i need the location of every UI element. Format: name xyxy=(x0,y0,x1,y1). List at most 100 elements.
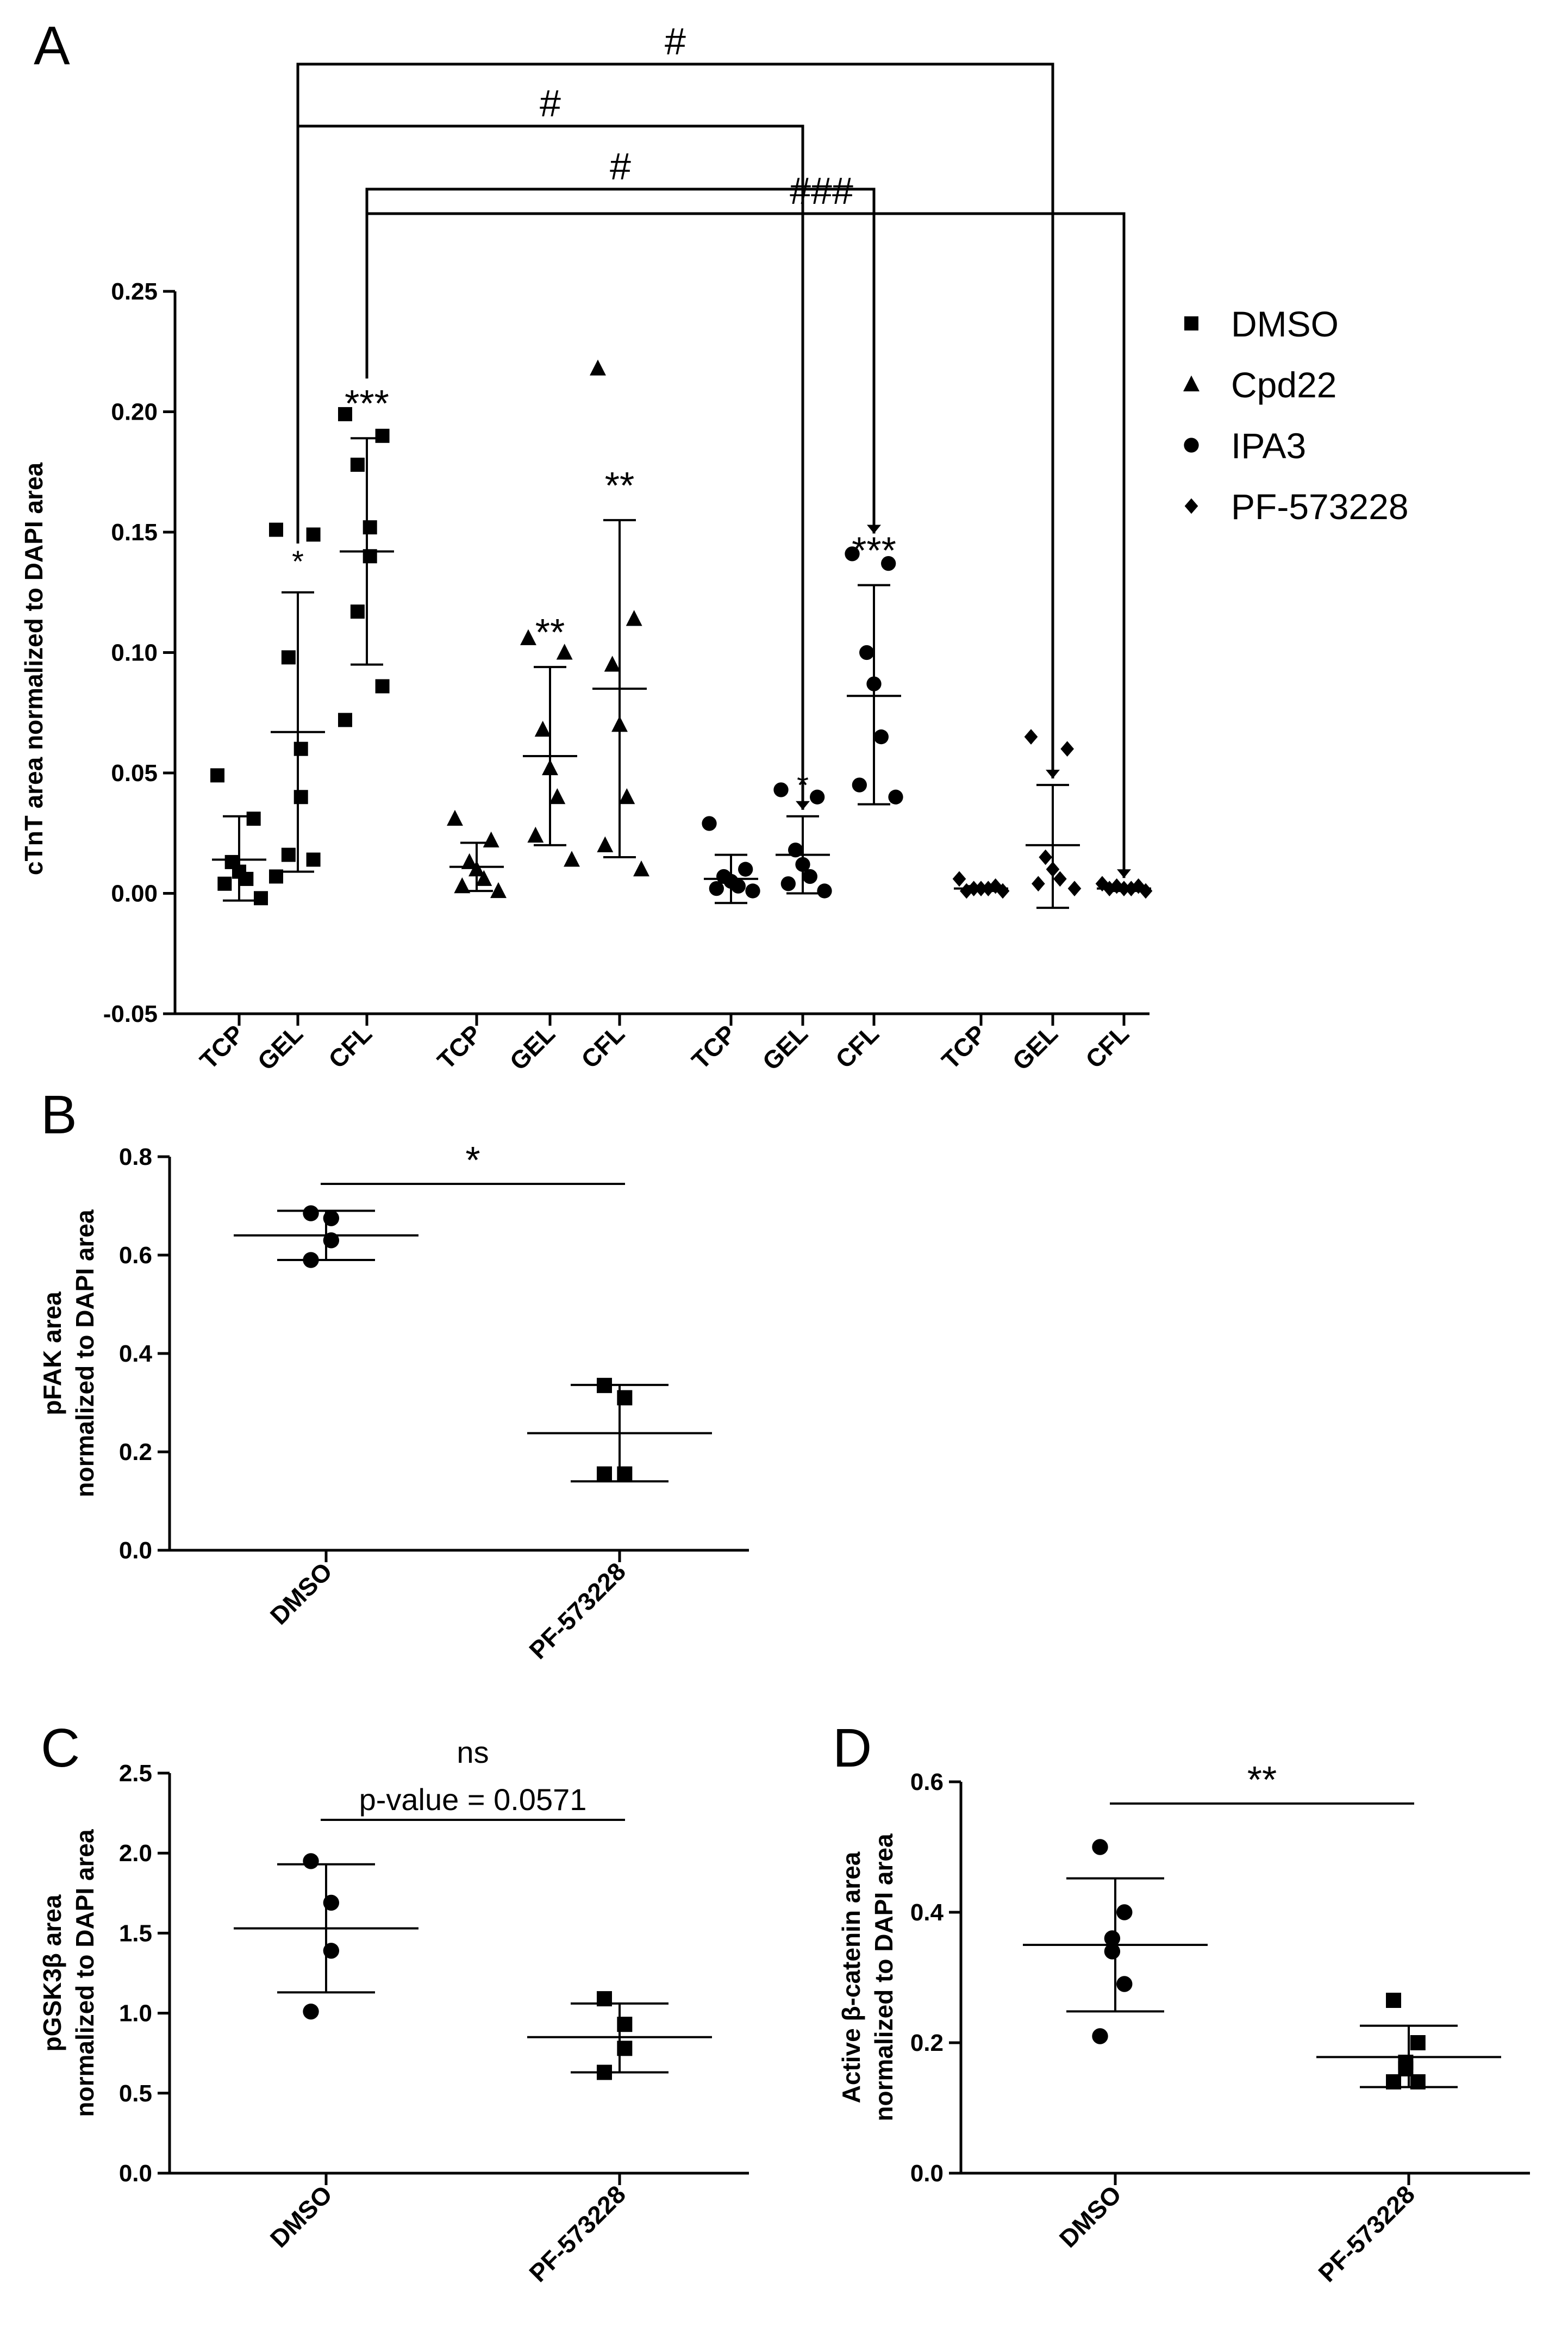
panel-a-category-label: CFL xyxy=(1080,1019,1134,1074)
panel-a-category-label: CFL xyxy=(576,1019,630,1074)
panel-a-y-tick-label: 0.25 xyxy=(111,278,158,305)
panel-a-y-tick-label: 0.00 xyxy=(111,881,158,907)
panel-a-category-label: GEL xyxy=(504,1019,560,1076)
panel-a-data-point xyxy=(281,650,296,665)
panel-d-data-point xyxy=(1386,1993,1401,2008)
panel-a-data-point xyxy=(745,883,760,899)
panel-a-data-point xyxy=(350,457,365,472)
panel-a-data-point xyxy=(527,826,544,843)
panel-a-category-label: CFL xyxy=(830,1019,884,1074)
panel-b-y-tick-label: 0.8 xyxy=(119,1144,152,1170)
panel-a-data-point xyxy=(597,836,614,852)
panel-a-data-point xyxy=(881,556,896,571)
panel-a-data-point xyxy=(996,883,1010,899)
panel-a-data-point xyxy=(293,741,308,756)
panel-d-y-tick-label: 0.2 xyxy=(910,2030,944,2056)
panel-d-y-tick-label: 0.0 xyxy=(910,2160,944,2187)
panel-a-legend-marker xyxy=(1184,498,1198,514)
panel-a-data-point xyxy=(590,359,606,376)
panel-a-data-point xyxy=(952,871,966,887)
panel-a-data-point xyxy=(738,862,753,877)
panel-letter-d: D xyxy=(833,1718,872,1779)
panel-a-comparison-bracket xyxy=(296,63,1054,779)
panel-d-data-point xyxy=(1116,1904,1133,1920)
panel-a-data-point xyxy=(269,522,283,537)
panel-a-y-tick-label: -0.05 xyxy=(103,1001,158,1027)
panel-a-category-label: GEL xyxy=(1007,1019,1063,1076)
panel-b-y-tick-label: 0.4 xyxy=(119,1340,153,1367)
panel-a-data-point xyxy=(873,729,889,745)
panel-a-data-point xyxy=(845,546,860,562)
panel-a-bracket-arrowhead xyxy=(1117,869,1131,878)
panel-c-y-tick-label: 2.0 xyxy=(119,1840,152,1867)
panel-a-data-point xyxy=(306,852,321,867)
panel-a-comparison-bracket xyxy=(296,124,804,810)
panel-a-data-point xyxy=(1139,883,1153,899)
panel-a-data-point xyxy=(338,407,352,421)
panel-a-y-tick-label: 0.15 xyxy=(111,519,158,546)
panel-d-chart: 0.0 0.2 0.4 0.6 Active β-catenin area normali… xyxy=(837,1758,1530,2287)
panel-a-significance-label: * xyxy=(292,544,304,578)
panel-a-data-point xyxy=(1060,741,1075,757)
panel-d-y-tick-label: 0.4 xyxy=(910,1899,944,1926)
panel-a-data-point xyxy=(730,878,746,894)
panel-a-category-label: TCP xyxy=(432,1019,487,1075)
panel-a-data-point xyxy=(1095,876,1109,892)
panel-b-y-tick-label: 0.0 xyxy=(119,1537,152,1564)
panel-c-y-axis-title-line1: pGSK3β area xyxy=(38,1894,66,2051)
panel-c-category-label: DMSO xyxy=(265,2180,338,2253)
panel-a-data-point xyxy=(254,891,268,906)
panel-a-data-point xyxy=(239,871,254,886)
panel-a-data-point xyxy=(780,876,796,891)
panel-letter-c: C xyxy=(41,1718,80,1779)
panel-a-comparison-label: # xyxy=(540,82,561,124)
panel-d-data-point xyxy=(1398,2061,1414,2076)
panel-c-data-point xyxy=(303,1853,319,1869)
panel-a-bracket-arrowhead xyxy=(1046,770,1060,779)
panel-a-data-point xyxy=(269,869,283,884)
panel-a-data-point xyxy=(217,876,232,891)
panel-b-y-tick-label: 0.6 xyxy=(119,1242,152,1269)
panel-b-data-point xyxy=(303,1205,319,1221)
panel-c-category-label: PF-573228 xyxy=(523,2180,631,2287)
panel-a-legend-marker xyxy=(1184,316,1198,330)
panel-d-data-point xyxy=(1092,2028,1108,2044)
panel-a-comparison-bracket xyxy=(365,212,1126,878)
panel-a-y-tick-label: 0.10 xyxy=(111,640,158,666)
panel-a-data-point xyxy=(293,790,308,804)
panel-a-data-point xyxy=(306,527,321,542)
panel-a-chart: -0.05 0.00 0.05 0.10 0.15 0.20 0.25 cTnT area n… xyxy=(20,20,1409,1076)
panel-a-significance-label: *** xyxy=(345,382,389,425)
panel-a-data-point xyxy=(604,656,621,672)
panel-a-data-point xyxy=(1067,881,1082,896)
panel-a-legend-label: Cpd22 xyxy=(1231,365,1337,405)
panel-c-y-axis-title-line2: normalized to DAPI area xyxy=(71,1829,99,2117)
panel-a-data-point xyxy=(564,851,580,867)
panel-a-significance-label: ** xyxy=(535,611,565,653)
panel-a-data-point xyxy=(556,644,573,660)
panel-b-category-label: DMSO xyxy=(265,1557,338,1630)
panel-a-data-point xyxy=(350,604,365,619)
panel-a-significance-label: ** xyxy=(605,464,634,507)
panel-d-data-point xyxy=(1410,2035,1426,2050)
panel-a-data-point xyxy=(702,816,717,831)
panel-a-data-point xyxy=(246,812,261,826)
panel-c-significance-label: ns xyxy=(457,1735,489,1769)
panel-a-data-point xyxy=(490,882,507,899)
panel-a-data-point xyxy=(633,860,649,877)
panel-a-category-label: GEL xyxy=(757,1019,813,1076)
panel-b-chart: 0.0 0.2 0.4 0.6 0.8 pFAK area normalized to DA… xyxy=(38,1139,749,1664)
panel-a-data-point xyxy=(859,645,874,660)
panel-a-data-point xyxy=(1039,849,1053,865)
panel-c-chart: 0.0 0.5 1.0 1.5 2.0 2.5 pGSK3β area normalized … xyxy=(38,1735,749,2287)
panel-a-data-point xyxy=(888,789,903,804)
panel-a-data-point xyxy=(363,520,377,535)
panel-a-data-point xyxy=(817,883,832,899)
panel-a-data-point xyxy=(773,782,789,797)
panel-a-data-point xyxy=(375,428,390,443)
panel-a-data-point xyxy=(534,721,551,737)
panel-letter-b: B xyxy=(41,1084,77,1145)
panel-a-comparison-label: ### xyxy=(790,170,853,212)
panel-b-y-axis-title-line2: normalized to DAPI area xyxy=(71,1209,99,1498)
